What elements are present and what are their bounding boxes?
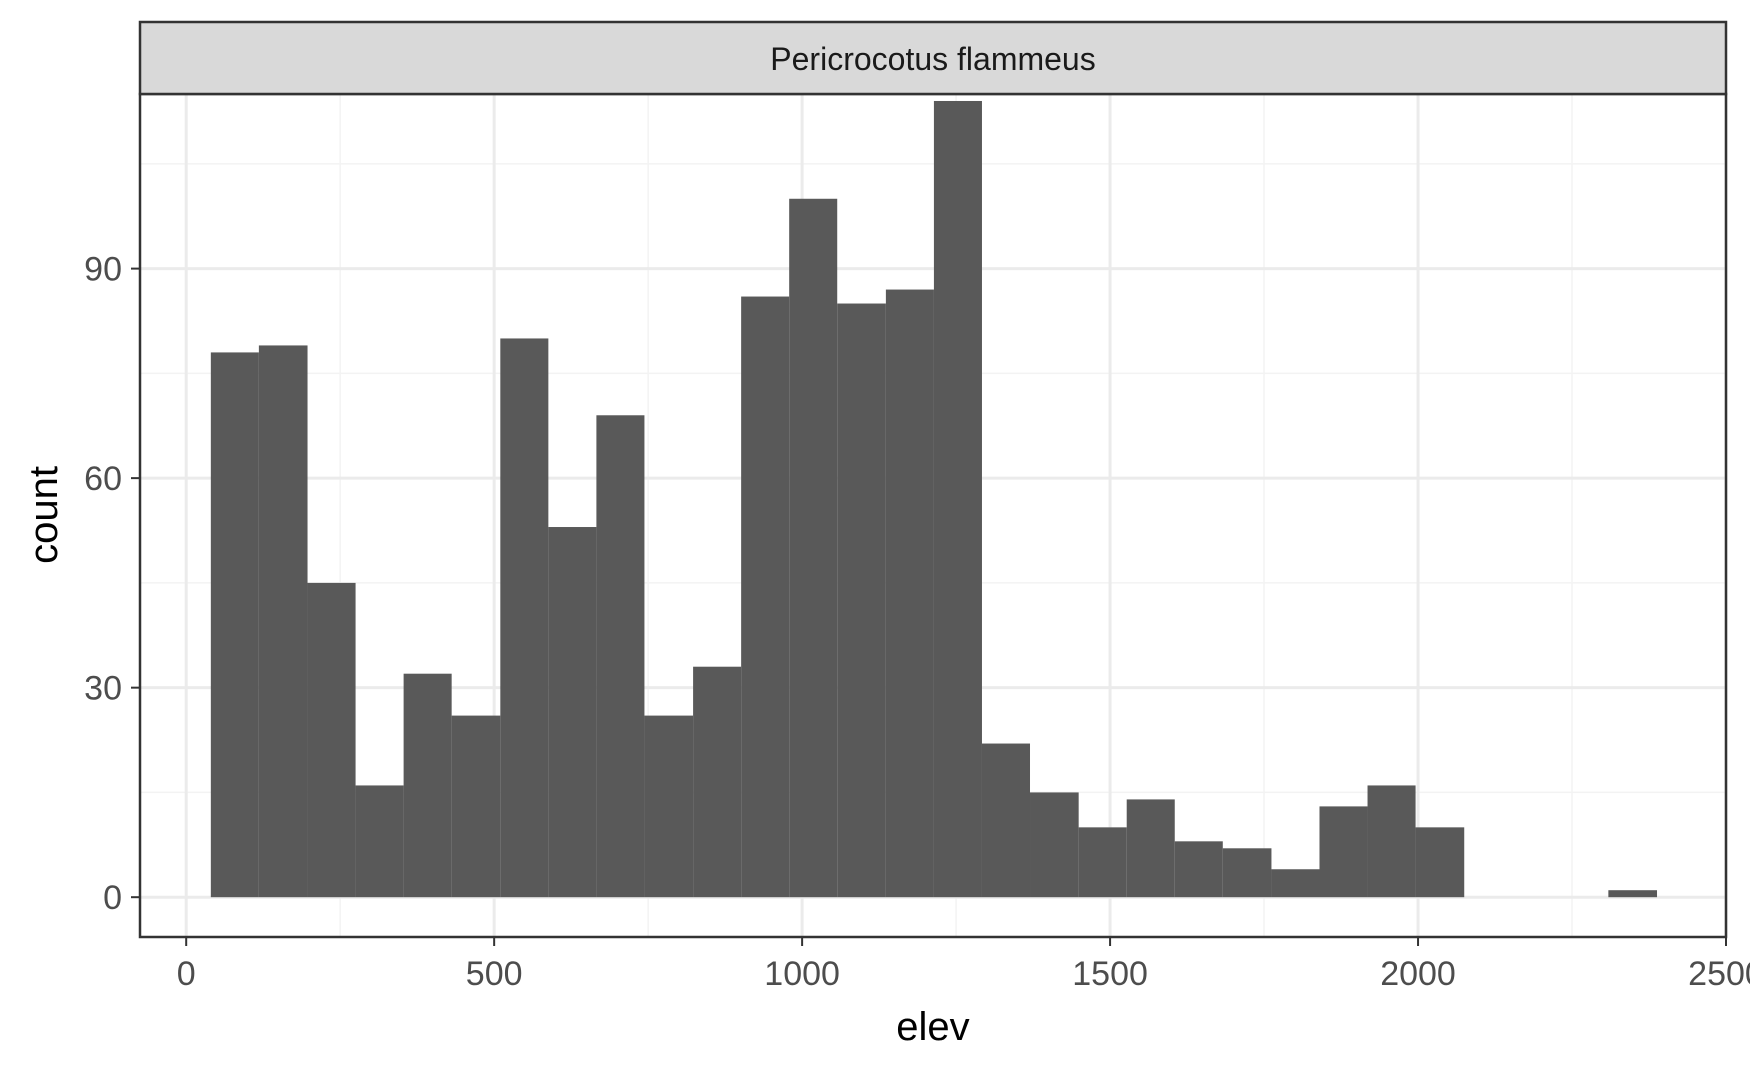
histogram-bar — [596, 415, 645, 898]
histogram-bar — [500, 338, 549, 898]
histogram-bar — [1030, 792, 1079, 898]
histogram-bar — [693, 666, 742, 898]
histogram-bar — [1367, 785, 1416, 898]
histogram-bar — [1608, 890, 1658, 898]
histogram-bars — [210, 100, 1658, 898]
x-axis-title: elev — [896, 1005, 969, 1049]
histogram-bar — [210, 352, 259, 898]
x-tick-label: 1000 — [764, 955, 840, 993]
facet-strip: Pericrocotus flammeus — [138, 20, 1728, 96]
histogram-bar — [1319, 806, 1368, 898]
y-tick-label: 30 — [84, 670, 122, 708]
histogram-bar — [1415, 827, 1465, 898]
y-axis-title: count — [22, 466, 66, 564]
histogram-bar — [837, 303, 886, 898]
histogram-bar — [1078, 827, 1127, 898]
histogram-bar — [741, 296, 790, 898]
x-tick-label: 1500 — [1072, 955, 1148, 993]
histogram-bar — [933, 100, 982, 898]
x-tick-label: 500 — [466, 955, 523, 993]
facet-strip-background — [138, 20, 1728, 96]
histogram-bar — [885, 289, 934, 898]
x-tick-label: 2000 — [1380, 955, 1456, 993]
histogram-bar — [451, 715, 501, 898]
histogram-bar — [789, 198, 838, 898]
histogram-bar — [548, 527, 597, 898]
histogram-bar — [644, 715, 694, 898]
y-tick-label: 60 — [84, 460, 122, 498]
histogram-bar — [1126, 799, 1175, 898]
y-tick-label: 90 — [84, 251, 122, 289]
x-tick-label: 0 — [177, 955, 196, 993]
facet-strip-label: Pericrocotus flammeus — [770, 41, 1095, 77]
y-tick-label: 0 — [103, 879, 122, 917]
histogram-bar — [307, 582, 356, 898]
histogram-bar — [1174, 841, 1223, 898]
histogram-bar — [355, 785, 404, 898]
histogram-bar — [403, 673, 452, 898]
histogram-bar — [1271, 869, 1320, 898]
histogram-bar — [981, 743, 1031, 898]
histogram-bar — [258, 345, 308, 898]
histogram-bar — [1222, 848, 1272, 898]
